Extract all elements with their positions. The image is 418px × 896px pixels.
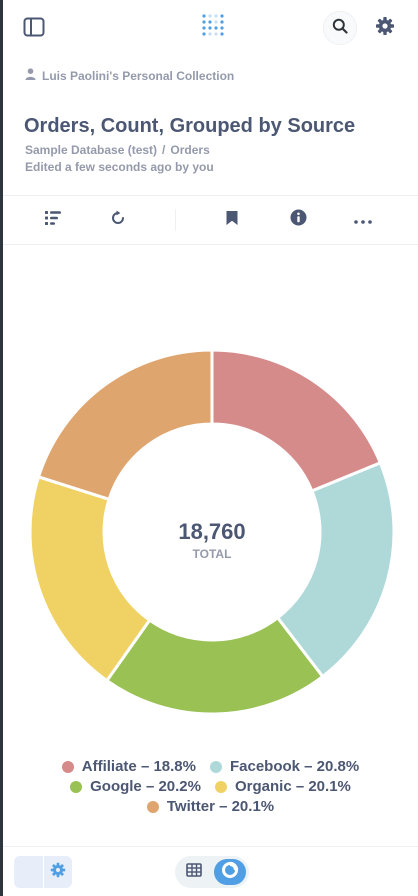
table-link[interactable]: Orders [170, 143, 210, 157]
legend-item-twitter[interactable]: Twitter – 20.1% [146, 798, 275, 815]
info-button[interactable] [287, 209, 309, 231]
toolbar-divider [175, 209, 176, 231]
person-icon [25, 68, 36, 83]
divider [3, 244, 418, 245]
divider [3, 846, 418, 847]
gear-icon [50, 862, 66, 883]
info-icon [290, 209, 307, 231]
legend-label: Google – 20.2% [90, 778, 201, 795]
left-border [0, 0, 3, 896]
data-source-breadcrumb: Sample Database (test) / Orders [25, 143, 210, 157]
legend-item-facebook[interactable]: Facebook – 20.8% [209, 758, 360, 775]
donut-chart-svg: 18,760 TOTAL [28, 348, 396, 716]
table-view-button[interactable] [178, 859, 210, 885]
breadcrumb-separator: / [162, 143, 166, 157]
pie-slice-affiliate[interactable] [210, 348, 383, 493]
collection-breadcrumb[interactable]: Luis Paolini's Personal Collection [25, 68, 234, 83]
total-label: TOTAL [193, 547, 232, 561]
table-icon [186, 862, 202, 882]
total-value: 18,760 [178, 519, 245, 544]
bookmark-icon [225, 210, 239, 231]
pie-slice-facebook[interactable] [275, 460, 396, 679]
more-icon [354, 211, 372, 229]
legend-label: Twitter – 20.1% [166, 798, 275, 815]
gear-icon [375, 17, 395, 40]
collection-label: Luis Paolini's Personal Collection [42, 68, 235, 83]
bookmark-button[interactable] [221, 209, 243, 231]
donut-chart: 18,760 TOTAL [3, 330, 418, 750]
legend-dot [70, 780, 83, 793]
legend-label: Organic – 20.1% [234, 778, 351, 795]
notebook-icon [44, 210, 62, 231]
metabase-logo[interactable] [200, 12, 228, 42]
refresh-icon [110, 210, 126, 231]
legend-item-google[interactable]: Google – 20.2% [70, 778, 201, 795]
top-nav [3, 0, 418, 56]
legend-label: Facebook – 20.8% [229, 758, 360, 775]
settings-button[interactable] [375, 16, 397, 38]
legend-dot [214, 780, 227, 793]
more-button[interactable] [352, 209, 374, 231]
sidebar-toggle-icon[interactable] [23, 17, 45, 37]
database-link[interactable]: Sample Database (test) [25, 143, 158, 157]
table-chart-toggle [175, 856, 249, 888]
pie-chart-icon [221, 861, 239, 884]
legend-dot [209, 760, 222, 773]
pie-slice-organic[interactable] [28, 474, 152, 683]
search-button[interactable] [323, 11, 357, 45]
legend-dot [61, 760, 74, 773]
chart-view-button[interactable] [214, 859, 246, 885]
pie-slice-google[interactable] [104, 615, 325, 716]
refresh-button[interactable] [107, 209, 129, 231]
legend-item-organic[interactable]: Organic – 20.1% [214, 778, 351, 795]
search-icon [332, 18, 348, 39]
divider [3, 195, 418, 196]
page-title: Orders, Count, Grouped by Source [24, 115, 356, 137]
notebook-button[interactable] [42, 209, 64, 231]
legend-label: Affiliate – 18.8% [81, 758, 196, 775]
pie-slice-twitter[interactable] [36, 348, 214, 502]
viz-settings-group [14, 856, 72, 888]
viz-settings-button[interactable] [43, 856, 72, 888]
legend-dot [146, 800, 159, 813]
visualization-picker-button[interactable] [14, 856, 43, 888]
last-edited-info[interactable]: Edited a few seconds ago by you [25, 160, 214, 174]
legend-item-affiliate[interactable]: Affiliate – 18.8% [61, 758, 196, 775]
chart-legend: Affiliate – 18.8% Facebook – 20.8% Google … [3, 758, 418, 815]
